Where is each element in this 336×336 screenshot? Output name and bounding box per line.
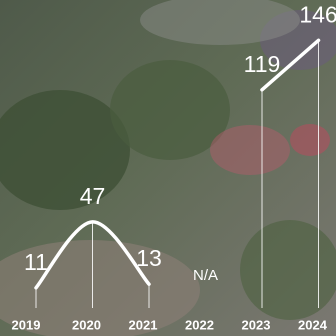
data-label: N/A (193, 267, 218, 284)
data-label: 119 (244, 51, 281, 77)
x-tick-label: 2020 (72, 317, 101, 332)
data-label: 11 (24, 249, 48, 275)
x-tick-label: 2024 (298, 317, 328, 332)
x-tick-label: 2023 (242, 317, 271, 332)
x-tick-label: 2019 (12, 317, 41, 332)
data-label: 47 (80, 183, 106, 209)
data-label: 13 (136, 245, 162, 271)
x-tick-label: 2022 (185, 317, 214, 332)
data-label: 146 (299, 1, 336, 27)
x-tick-label: 2021 (129, 317, 158, 332)
line (34, 38, 321, 290)
